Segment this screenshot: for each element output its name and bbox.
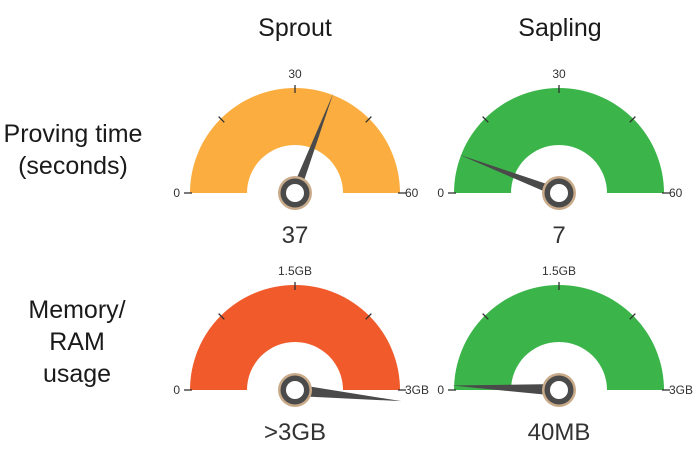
gauge-arc (190, 285, 400, 390)
gauge-hub-center (550, 381, 568, 399)
column-title-sapling: Sapling (518, 14, 602, 42)
gauge-tick (482, 313, 489, 320)
gauge-3: 0 3GB 1.5GB >3GB (173, 264, 429, 446)
gauge-hub-center (550, 184, 568, 202)
gauge-value-label: 7 (552, 222, 565, 249)
row-label-line: usage (42, 360, 112, 388)
gauge-value-label: 40MB (528, 419, 591, 446)
row-label-line: (seconds) (18, 152, 128, 180)
gauge-min-label: 0 (437, 383, 444, 397)
column-title-sprout: Sprout (258, 14, 332, 42)
gauge-max-label: 60 (669, 186, 683, 200)
gauge-hub-center (286, 381, 304, 399)
row-label-memory: Memory/ RAM usage (0, 294, 157, 390)
gauge-arc (190, 88, 400, 193)
gauge-2: 0 60 30 7 (437, 67, 682, 249)
gauge-arc (454, 88, 664, 193)
gauge-min-label: 0 (173, 383, 180, 397)
gauge-value-label: 37 (282, 222, 309, 249)
gauge-needle (289, 93, 334, 196)
gauge-needle (459, 154, 562, 199)
row-label-line: RAM (49, 328, 105, 356)
row-label-line: Proving time (3, 120, 143, 148)
gauge-max-label: 60 (405, 186, 419, 200)
gauge-mid-label: 1.5GB (542, 264, 576, 278)
row-label-line: Memory/ (28, 296, 126, 324)
gauge-max-label: 3GB (669, 383, 693, 397)
gauge-tick (218, 116, 225, 123)
gauge-min-label: 0 (173, 186, 180, 200)
gauge-tick (218, 313, 225, 320)
gauge-mid-label: 1.5GB (278, 264, 312, 278)
gauge-hub-center (286, 184, 304, 202)
gauge-value-label: >3GB (264, 419, 326, 446)
gauge-max-label: 3GB (405, 383, 429, 397)
gauge-1: 0 60 30 37 (173, 67, 418, 249)
gauge-tick (629, 313, 636, 320)
row-label-proving-time: Proving time (seconds) (0, 118, 153, 182)
gauge-arc (454, 285, 664, 390)
gauge-mid-label: 30 (552, 67, 566, 81)
gauge-needle (452, 384, 560, 396)
gauge-tick (482, 116, 489, 123)
gauge-tick (365, 313, 372, 320)
gauge-tick (365, 116, 372, 123)
gauge-mid-label: 30 (288, 67, 302, 81)
gauge-min-label: 0 (437, 186, 444, 200)
gauge-4: 0 3GB 1.5GB 40MB (437, 264, 693, 446)
gauge-needle (294, 384, 402, 402)
gauge-tick (629, 116, 636, 123)
